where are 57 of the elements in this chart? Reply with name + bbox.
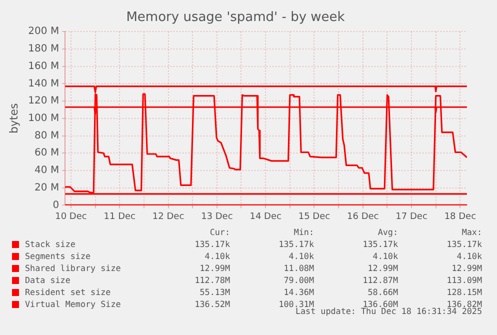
legend-label: Virtual Memory Size — [25, 298, 122, 310]
y-tick-label: 120 M — [28, 96, 60, 107]
text: 112.87M — [362, 274, 398, 286]
text: 4.10k — [372, 250, 398, 262]
text: 14.36M — [282, 286, 314, 298]
x-tick-label: 17 Dec — [396, 212, 428, 222]
text: 4.10k — [456, 250, 482, 262]
y-tick-label: 180 M — [28, 44, 60, 55]
text: Last update: Thu Dec 18 16:31:34 2025 — [295, 306, 482, 316]
y-tick-label: 20 M — [34, 182, 60, 194]
text: 12.99M — [366, 262, 398, 274]
text: 58.66M — [366, 286, 398, 298]
text: 135.17k — [194, 238, 230, 250]
text: 11.08M — [282, 262, 314, 274]
text: Avg: — [376, 226, 398, 238]
text: 135.17k — [362, 238, 398, 250]
legend-label: Segments size — [25, 250, 92, 262]
y-tick-label: 200 M — [28, 26, 60, 38]
text: 112.78M — [194, 274, 230, 286]
y-tick-label: 40 M — [34, 165, 60, 176]
text: 4.10k — [204, 250, 230, 262]
legend-label: Stack size — [25, 238, 76, 250]
chart-title: Memory usage 'spamd' - by week — [126, 10, 346, 26]
text: Min: — [292, 226, 314, 238]
text: 100.31M — [278, 298, 314, 309]
text: 136.82M — [446, 298, 482, 309]
x-tick-label: 18 Dec — [444, 212, 476, 222]
y-tick-label: 100 M — [28, 112, 60, 124]
y-axis-title: bytes — [7, 102, 20, 134]
text: 113.09M — [446, 274, 482, 286]
text: 4.10k — [288, 250, 314, 262]
x-tick-label: 10 Dec — [55, 212, 87, 222]
x-tick-label: 11 Dec — [104, 212, 136, 222]
x-tick-label: 15 Dec — [298, 212, 330, 222]
legend-label: Shared library size — [25, 262, 122, 274]
text: 136.52M — [194, 298, 230, 310]
y-tick-label: 60 M — [34, 148, 60, 159]
text: 135.17k — [278, 238, 314, 250]
text: Max: — [460, 226, 482, 238]
legend-label: Resident set size — [25, 286, 112, 298]
legend-label: Data size — [25, 274, 72, 286]
x-tick-label: 16 Dec — [347, 212, 379, 222]
text: 79.00M — [282, 274, 314, 286]
x-tick-label: 13 Dec — [201, 212, 233, 222]
x-tick-label: 14 Dec — [250, 212, 282, 222]
y-tick-label: 0 — [52, 200, 60, 211]
text: 128.15M — [446, 286, 482, 298]
text: 12.99M — [450, 262, 482, 274]
y-tick-label: 140 M — [28, 78, 60, 90]
text: 136.60M — [362, 298, 398, 309]
y-tick-label: 80 M — [34, 130, 60, 142]
text: 135.17k — [446, 238, 482, 250]
text: 12.99M — [198, 262, 230, 274]
text: 55.13M — [198, 286, 230, 298]
x-tick-label: 12 Dec — [152, 212, 184, 222]
y-tick-label: 160 M — [28, 60, 60, 72]
text: Cur: — [208, 226, 230, 238]
